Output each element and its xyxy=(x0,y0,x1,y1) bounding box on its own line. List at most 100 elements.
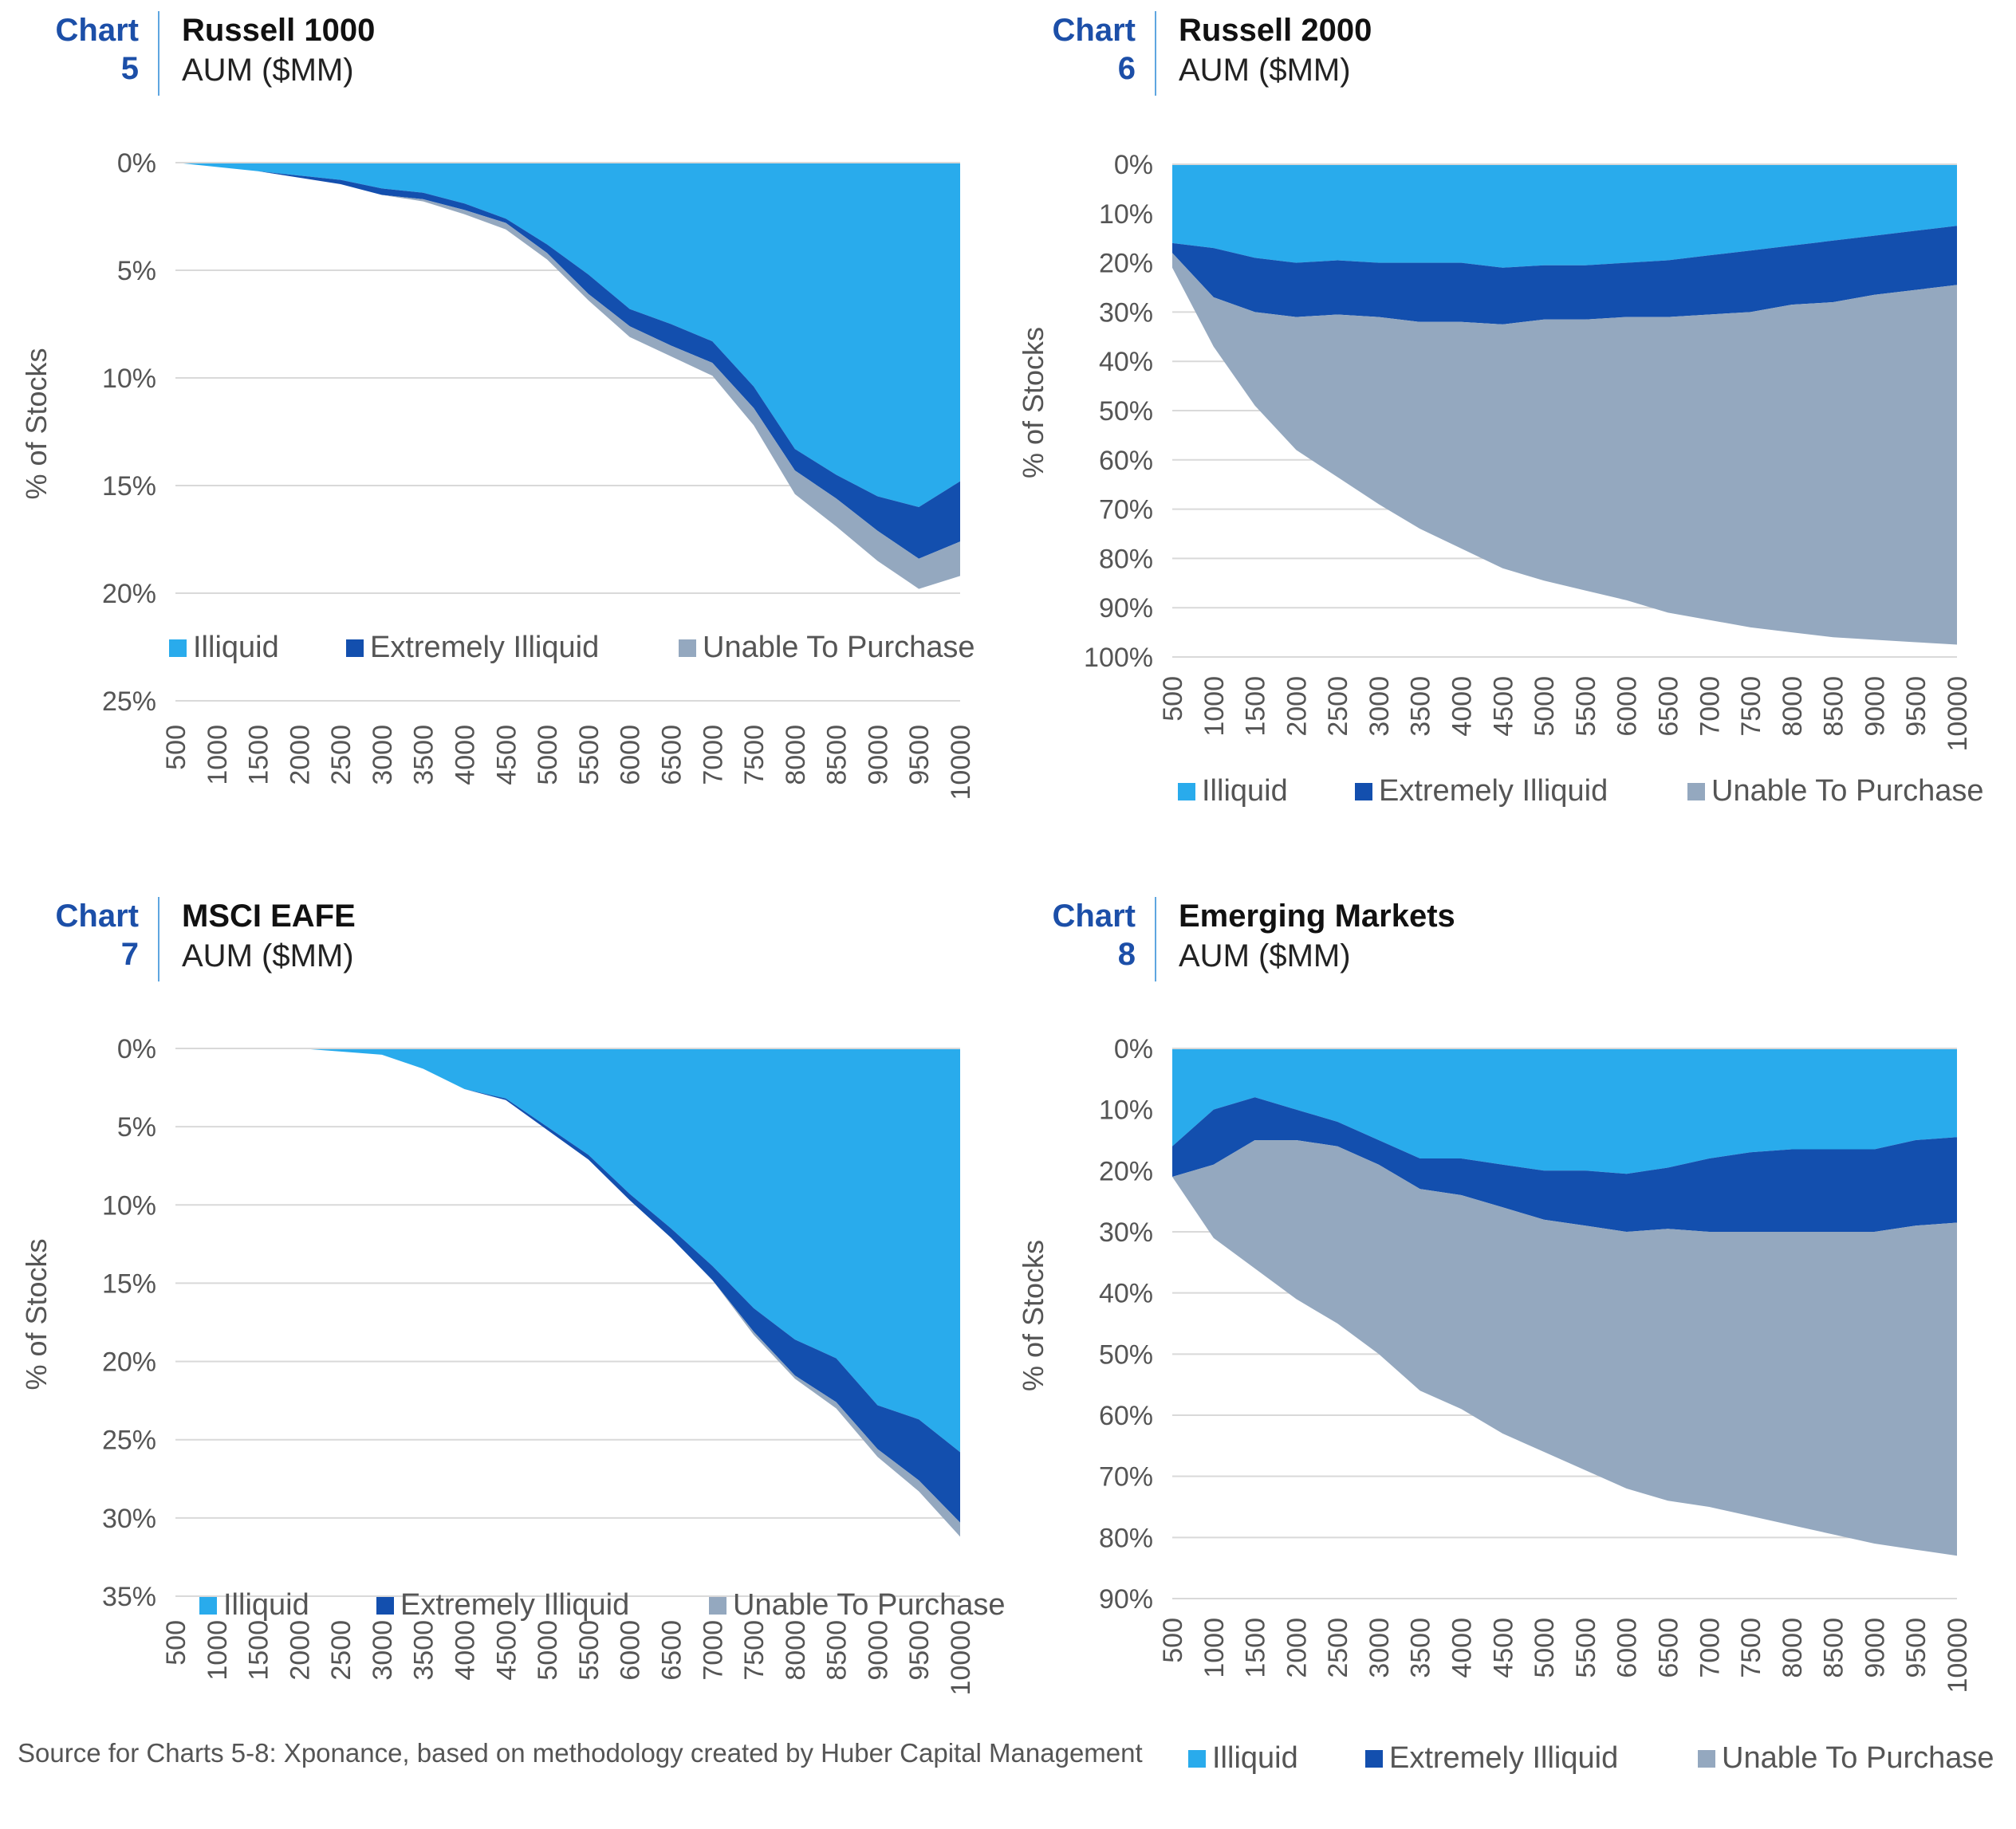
chart-label-word: Chart xyxy=(55,899,139,934)
legend: Illiquid Extremely Illiquid Unable To Purc… xyxy=(1188,1741,1994,1775)
source-note: Source for Charts 5-8: Xponance, based o… xyxy=(18,1738,1143,1768)
x-tick-label: 8500 xyxy=(1819,676,1849,737)
x-tick-label: 1000 xyxy=(1199,1618,1230,1678)
chart-label-word: Chart xyxy=(1052,899,1136,934)
area-series-illiquid xyxy=(1172,1048,1957,1174)
chart-number-label: Chart 6 xyxy=(1014,11,1136,88)
x-tick-label: 500 xyxy=(161,1620,191,1666)
y-tick-label: 30% xyxy=(1099,1217,1153,1248)
legend-item-unable-to-purchase: Unable To Purchase xyxy=(1698,1741,1994,1775)
y-tick-label: 50% xyxy=(1099,396,1153,427)
y-tick-label: 20% xyxy=(1099,249,1153,279)
legend-item-unable-to-purchase: Unable To Purchase xyxy=(1687,774,1984,808)
x-tick-label: 6500 xyxy=(1653,676,1683,737)
y-axis-title: % of Stocks xyxy=(20,1238,53,1390)
y-tick-label: 100% xyxy=(1084,643,1153,673)
x-tick-label: 1000 xyxy=(1199,676,1230,737)
x-tick-label: 4500 xyxy=(491,725,522,785)
area-chart-russell-1000: 0% 5% 10% 15% 20% 25%500 1000 1500 2000 2500 3000 3… xyxy=(20,148,976,800)
y-tick-label: 10% xyxy=(1099,199,1153,230)
header-divider xyxy=(1155,897,1156,981)
x-tick-label: 7000 xyxy=(1695,676,1725,737)
legend-swatch xyxy=(679,639,696,657)
x-tick-label: 4500 xyxy=(491,1620,522,1681)
y-tick-label: 10% xyxy=(1099,1095,1153,1126)
x-tick-label: 3000 xyxy=(368,725,398,785)
x-tick-label: 7500 xyxy=(1736,1618,1766,1678)
y-tick-label: 50% xyxy=(1099,1339,1153,1370)
chart-subtitle: AUM ($MM) xyxy=(1179,938,1351,974)
x-tick-label: 6500 xyxy=(656,725,687,785)
y-tick-label: 0% xyxy=(1114,150,1153,180)
x-tick-label: 7000 xyxy=(1695,1618,1725,1678)
x-tick-label: 9500 xyxy=(1901,1618,1931,1678)
x-tick-label: 6500 xyxy=(1653,1618,1683,1678)
legend-label: Illiquid xyxy=(223,1588,309,1622)
x-tick-label: 2500 xyxy=(326,1620,356,1681)
x-tick-label: 8000 xyxy=(1778,676,1808,737)
x-tick-label: 5500 xyxy=(574,725,604,785)
chart-number-label: Chart 7 xyxy=(18,897,139,974)
x-tick-label: 2500 xyxy=(1323,1618,1353,1678)
area-chart-russell-2000: 0% 10% 20% 30% 40% 50% 60% 70% 80% 90% 100%500 1000… xyxy=(1017,150,1984,808)
x-tick-label: 500 xyxy=(1158,676,1188,722)
x-tick-label: 8000 xyxy=(781,1620,811,1681)
x-tick-label: 8000 xyxy=(781,725,811,785)
chart-subtitle: AUM ($MM) xyxy=(182,53,354,88)
area-series-unable-to-purchase xyxy=(1172,253,1957,645)
x-tick-label: 4000 xyxy=(1447,1618,1478,1678)
x-tick-label: 2000 xyxy=(285,725,315,785)
x-tick-label: 5500 xyxy=(574,1620,604,1681)
chart-panel-7: Chart 7 MSCI EAFE AUM ($MM) 0% 5% 10% 15% 20… xyxy=(18,897,1006,1758)
y-tick-label: 40% xyxy=(1099,347,1153,377)
x-tick-label: 1000 xyxy=(203,1620,233,1681)
legend: Illiquid Extremely Illiquid Unable To Purc… xyxy=(1178,774,1984,808)
legend-label: Illiquid xyxy=(193,631,279,664)
legend-item-unable-to-purchase: Unable To Purchase xyxy=(679,631,975,664)
chart-label-word: Chart xyxy=(55,13,139,48)
chart-label-number: 7 xyxy=(120,937,139,972)
chart-title: MSCI EAFE xyxy=(182,899,356,934)
y-tick-label: 25% xyxy=(102,1426,156,1456)
y-tick-label: 60% xyxy=(1099,1401,1153,1431)
area-series-unable-to-purchase xyxy=(175,163,960,589)
y-tick-label: 20% xyxy=(102,1347,156,1378)
chart-label-word: Chart xyxy=(1052,13,1136,48)
y-tick-label: 40% xyxy=(1099,1279,1153,1309)
area-series-extremely-illiquid xyxy=(175,163,960,559)
x-tick-label: 9500 xyxy=(904,725,935,785)
x-tick-label: 500 xyxy=(1158,1618,1188,1663)
x-tick-label: 7000 xyxy=(698,1620,728,1681)
header-divider xyxy=(158,897,159,981)
legend-label: Illiquid xyxy=(1212,1741,1298,1775)
legend-swatch xyxy=(169,639,187,657)
x-tick-label: 1500 xyxy=(1241,1618,1271,1678)
x-tick-label: 9000 xyxy=(1860,1618,1890,1678)
chart-label-number: 5 xyxy=(120,51,139,86)
y-tick-label: 10% xyxy=(102,364,156,394)
x-tick-label: 2000 xyxy=(1282,1618,1312,1678)
x-tick-label: 6000 xyxy=(616,1620,646,1681)
chart-panel-8: Chart 8 Emerging Markets AUM ($MM) 0% 10%… xyxy=(1014,897,2003,1775)
legend-label: Illiquid xyxy=(1202,774,1288,808)
legend-swatch xyxy=(709,1597,726,1615)
legend-label: Extremely Illiquid xyxy=(400,1588,629,1622)
chart-label-number: 6 xyxy=(1117,51,1136,86)
y-axis-title: % of Stocks xyxy=(1017,1240,1049,1391)
y-tick-label: 35% xyxy=(102,1582,156,1612)
legend-item-illiquid: Illiquid xyxy=(199,1588,309,1622)
x-tick-label: 6000 xyxy=(616,725,646,785)
area-series-extremely-illiquid xyxy=(1172,1097,1957,1232)
y-tick-label: 15% xyxy=(102,471,156,502)
x-tick-label: 5000 xyxy=(1530,676,1560,737)
y-axis-title: % of Stocks xyxy=(20,348,53,499)
area-chart-msci-eafe: 0% 5% 10% 15% 20% 25% 30% 35%500 1000 1500 2000 250… xyxy=(20,1034,1006,1696)
y-tick-label: 30% xyxy=(102,1504,156,1534)
x-tick-label: 7000 xyxy=(698,725,728,785)
x-tick-label: 8500 xyxy=(822,1620,852,1681)
x-tick-label: 6500 xyxy=(656,1620,687,1681)
x-tick-label: 6000 xyxy=(1612,676,1643,737)
x-tick-label: 2500 xyxy=(1323,676,1353,737)
x-tick-label: 3500 xyxy=(409,1620,439,1681)
y-tick-label: 25% xyxy=(102,686,156,717)
